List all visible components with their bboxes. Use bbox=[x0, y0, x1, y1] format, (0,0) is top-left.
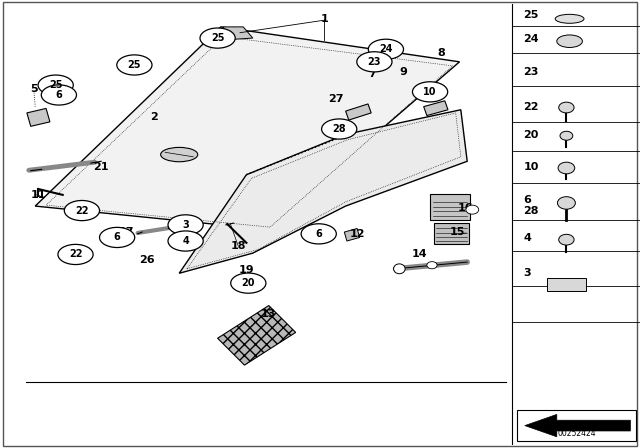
Text: 26: 26 bbox=[140, 255, 155, 265]
Text: 22: 22 bbox=[524, 102, 539, 112]
Text: 9: 9 bbox=[399, 67, 407, 77]
Ellipse shape bbox=[38, 75, 73, 95]
Text: 12: 12 bbox=[349, 229, 365, 239]
Text: 20: 20 bbox=[524, 130, 539, 140]
Bar bbox=[547, 278, 586, 291]
Text: 25: 25 bbox=[49, 80, 63, 90]
Text: 23: 23 bbox=[524, 67, 539, 77]
Ellipse shape bbox=[168, 215, 204, 235]
Text: 13: 13 bbox=[261, 310, 276, 319]
Text: 22: 22 bbox=[68, 250, 83, 259]
Text: 00252424: 00252424 bbox=[558, 429, 596, 438]
Text: 6: 6 bbox=[524, 195, 531, 205]
Ellipse shape bbox=[322, 119, 357, 139]
Polygon shape bbox=[35, 27, 460, 229]
Text: 28: 28 bbox=[524, 206, 539, 215]
Text: 15: 15 bbox=[450, 227, 465, 237]
Text: 19: 19 bbox=[239, 265, 254, 275]
FancyBboxPatch shape bbox=[430, 194, 470, 220]
Ellipse shape bbox=[161, 147, 198, 162]
Text: 6: 6 bbox=[56, 90, 62, 100]
Text: 14: 14 bbox=[412, 250, 427, 259]
Text: 11: 11 bbox=[31, 190, 46, 200]
Polygon shape bbox=[424, 101, 448, 116]
FancyBboxPatch shape bbox=[434, 223, 469, 244]
Ellipse shape bbox=[357, 52, 392, 72]
Text: 4: 4 bbox=[524, 233, 531, 243]
Circle shape bbox=[559, 102, 574, 113]
Ellipse shape bbox=[231, 273, 266, 293]
Ellipse shape bbox=[413, 82, 448, 102]
Bar bbox=[517, 410, 636, 441]
Text: 5: 5 bbox=[30, 84, 38, 94]
Ellipse shape bbox=[556, 14, 584, 23]
Ellipse shape bbox=[100, 228, 135, 247]
Polygon shape bbox=[218, 306, 296, 365]
Text: 24: 24 bbox=[379, 44, 393, 54]
Text: 3: 3 bbox=[182, 220, 189, 230]
Polygon shape bbox=[344, 228, 360, 241]
Ellipse shape bbox=[557, 35, 582, 47]
Polygon shape bbox=[27, 108, 50, 126]
Text: 10: 10 bbox=[423, 87, 437, 97]
Text: 6: 6 bbox=[114, 233, 120, 242]
Ellipse shape bbox=[301, 224, 337, 244]
Ellipse shape bbox=[117, 55, 152, 75]
Text: 10: 10 bbox=[524, 162, 539, 172]
Text: 27: 27 bbox=[328, 95, 344, 104]
Polygon shape bbox=[525, 414, 630, 437]
Ellipse shape bbox=[168, 231, 204, 251]
Ellipse shape bbox=[58, 245, 93, 264]
Text: 22: 22 bbox=[75, 206, 89, 215]
Polygon shape bbox=[223, 27, 253, 39]
Circle shape bbox=[427, 262, 437, 269]
Text: 2: 2 bbox=[150, 112, 157, 122]
Text: 20: 20 bbox=[241, 278, 255, 288]
Text: 16: 16 bbox=[458, 203, 474, 213]
Circle shape bbox=[560, 131, 573, 140]
Text: 25: 25 bbox=[127, 60, 141, 70]
Text: 6: 6 bbox=[316, 229, 322, 239]
Text: 25: 25 bbox=[524, 10, 539, 20]
Ellipse shape bbox=[368, 39, 404, 59]
Text: 18: 18 bbox=[230, 241, 246, 250]
Ellipse shape bbox=[200, 28, 236, 48]
Polygon shape bbox=[346, 104, 371, 120]
Circle shape bbox=[557, 197, 575, 209]
Text: 7: 7 bbox=[369, 69, 376, 79]
Polygon shape bbox=[179, 110, 467, 273]
Text: 24: 24 bbox=[524, 34, 539, 44]
Text: 17: 17 bbox=[118, 227, 134, 237]
Text: 3: 3 bbox=[524, 268, 531, 278]
Text: 4: 4 bbox=[182, 236, 189, 246]
Circle shape bbox=[558, 162, 575, 174]
Ellipse shape bbox=[64, 201, 100, 221]
Circle shape bbox=[466, 205, 479, 214]
Text: 1: 1 bbox=[321, 14, 328, 24]
Text: 25: 25 bbox=[211, 33, 225, 43]
Text: 23: 23 bbox=[367, 57, 381, 67]
Circle shape bbox=[559, 234, 574, 245]
Text: 8: 8 bbox=[438, 48, 445, 58]
Text: 28: 28 bbox=[332, 124, 346, 134]
Ellipse shape bbox=[394, 264, 405, 274]
Ellipse shape bbox=[41, 85, 77, 105]
Text: 21: 21 bbox=[93, 162, 108, 172]
